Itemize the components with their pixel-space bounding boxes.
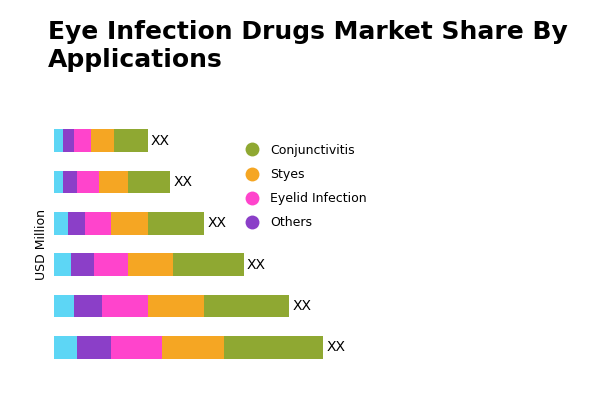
Bar — [111, 212, 148, 235]
Bar — [62, 129, 74, 152]
Bar — [224, 336, 323, 359]
Bar — [54, 171, 62, 193]
Text: XX: XX — [247, 258, 266, 272]
Bar — [54, 336, 77, 359]
Bar — [102, 295, 148, 317]
Legend: Conjunctivitis, Styes, Eyelid Infection, Others: Conjunctivitis, Styes, Eyelid Infection,… — [234, 139, 372, 234]
Bar — [54, 212, 68, 235]
Bar — [148, 212, 205, 235]
Bar — [68, 212, 85, 235]
Bar — [128, 253, 173, 276]
Text: XX: XX — [207, 216, 226, 230]
Y-axis label: USD Million: USD Million — [35, 208, 49, 280]
Bar — [148, 295, 205, 317]
Bar — [74, 129, 91, 152]
Bar — [54, 295, 74, 317]
Bar — [100, 171, 128, 193]
Bar — [62, 171, 77, 193]
Bar — [94, 253, 128, 276]
Bar — [91, 129, 113, 152]
Text: XX: XX — [326, 340, 346, 354]
Bar — [77, 171, 100, 193]
Text: XX: XX — [173, 175, 192, 189]
Text: Eye Infection Drugs Market Share By
Applications: Eye Infection Drugs Market Share By Appl… — [48, 20, 568, 72]
Bar — [54, 129, 62, 152]
Bar — [71, 253, 94, 276]
Bar — [162, 336, 224, 359]
Text: XX: XX — [292, 299, 311, 313]
Bar — [77, 336, 111, 359]
Bar — [85, 212, 111, 235]
Bar — [113, 129, 148, 152]
Bar — [74, 295, 102, 317]
Bar — [128, 171, 170, 193]
Text: XX: XX — [151, 134, 169, 148]
Bar — [205, 295, 289, 317]
Bar — [111, 336, 162, 359]
Bar — [173, 253, 244, 276]
Bar — [54, 253, 71, 276]
